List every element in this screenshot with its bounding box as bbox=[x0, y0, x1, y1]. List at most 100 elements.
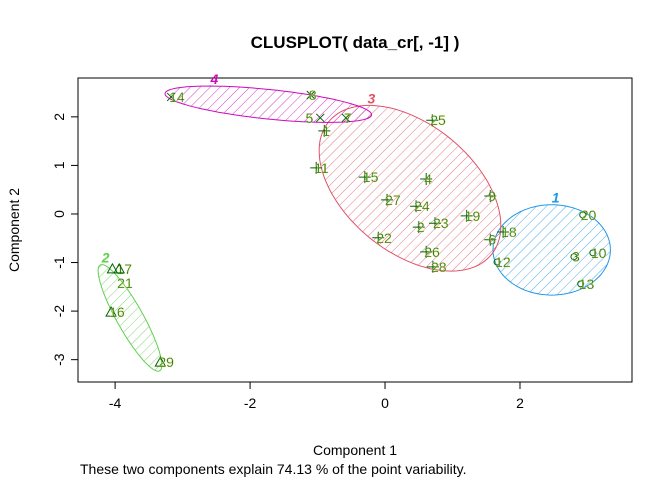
plus-marker bbox=[426, 114, 439, 127]
data-point-22: 22 bbox=[372, 230, 392, 246]
data-point-19: 19 bbox=[460, 208, 481, 224]
cluster-ellipse-2 bbox=[97, 264, 163, 372]
plus-marker bbox=[381, 193, 394, 206]
data-point-6: 6 bbox=[484, 232, 496, 248]
point-label: 7 bbox=[344, 110, 352, 126]
x-tick-label: 0 bbox=[381, 395, 389, 411]
point-label: 10 bbox=[591, 245, 607, 261]
data-point-14: 14 bbox=[166, 89, 185, 105]
data-point-27: 27 bbox=[381, 192, 401, 208]
point-label: 24 bbox=[414, 198, 430, 214]
data-point-12: 12 bbox=[493, 254, 511, 270]
cluster-label-4: 4 bbox=[209, 71, 218, 87]
data-point-16: 16 bbox=[105, 304, 125, 320]
data-point-5: 5 bbox=[305, 110, 325, 126]
y-axis-label: Component 2 bbox=[6, 188, 22, 272]
plus-marker bbox=[412, 221, 425, 234]
data-point-9: 9 bbox=[484, 188, 496, 204]
data-point-8: 8 bbox=[306, 87, 317, 103]
point-label: 8 bbox=[309, 87, 317, 103]
point-label: 25 bbox=[430, 112, 446, 128]
point-label: 20 bbox=[581, 207, 597, 223]
data-point-23: 23 bbox=[428, 215, 449, 231]
data-point-7: 7 bbox=[341, 110, 352, 126]
point-label: 9 bbox=[488, 188, 496, 204]
point-label: 14 bbox=[169, 89, 185, 105]
data-point-25: 25 bbox=[426, 112, 446, 128]
point-label: 3 bbox=[572, 249, 580, 265]
cluster-label-3: 3 bbox=[367, 90, 375, 106]
data-point-17: 17 bbox=[106, 261, 132, 277]
y-tick-label: 2 bbox=[51, 113, 67, 121]
circle-marker bbox=[579, 211, 587, 219]
point-label: 29 bbox=[158, 354, 174, 370]
plus-marker bbox=[420, 245, 433, 258]
circle-marker bbox=[577, 280, 585, 288]
y-tick-label: -3 bbox=[51, 353, 67, 366]
chart-title: CLUSPLOT( data_cr[, -1] ) bbox=[251, 33, 460, 52]
plus-marker bbox=[310, 161, 323, 174]
data-point-28: 28 bbox=[426, 259, 447, 275]
point-label: 16 bbox=[109, 304, 125, 320]
data-point-24: 24 bbox=[410, 198, 430, 214]
x-marker bbox=[341, 113, 351, 123]
plus-marker bbox=[358, 171, 371, 184]
point-label: 1 bbox=[322, 123, 330, 139]
x-tick-label: -4 bbox=[109, 395, 122, 411]
data-point-11: 11 bbox=[310, 160, 329, 176]
data-point-1: 1 bbox=[318, 123, 330, 139]
point-label: 11 bbox=[314, 160, 329, 176]
data-point-13: 13 bbox=[577, 276, 595, 292]
variability-note: These two components explain 74.13 % of … bbox=[80, 461, 467, 477]
x-marker bbox=[315, 113, 325, 123]
plus-marker bbox=[426, 260, 439, 273]
plus-marker bbox=[420, 173, 433, 186]
point-label: 28 bbox=[431, 259, 447, 275]
data-point-21: 21 bbox=[113, 262, 133, 291]
point-label: 12 bbox=[495, 254, 511, 270]
point-label: 4 bbox=[424, 171, 432, 187]
point-label: 21 bbox=[117, 275, 133, 291]
data-point-29: 29 bbox=[154, 354, 174, 370]
cluster-ellipse-4 bbox=[164, 85, 372, 123]
cluster-label-2: 2 bbox=[101, 250, 110, 266]
y-tick-label: -1 bbox=[51, 256, 67, 269]
x-tick-label: -2 bbox=[244, 395, 257, 411]
triangle-marker bbox=[154, 356, 167, 367]
data-point-18: 18 bbox=[497, 224, 517, 240]
point-label: 26 bbox=[424, 244, 440, 260]
y-tick-label: -2 bbox=[51, 305, 67, 318]
y-tick-label: 1 bbox=[51, 161, 67, 169]
x-axis-label: Component 1 bbox=[313, 442, 397, 458]
cluster-label-1: 1 bbox=[552, 190, 560, 206]
x-marker bbox=[166, 92, 176, 102]
circle-marker bbox=[570, 253, 578, 261]
plus-marker bbox=[372, 231, 385, 244]
plus-marker bbox=[410, 200, 423, 213]
data-point-20: 20 bbox=[579, 207, 597, 223]
y-tick-label: 0 bbox=[51, 210, 67, 218]
point-label: 6 bbox=[488, 232, 496, 248]
triangle-marker bbox=[106, 262, 119, 274]
point-label: 13 bbox=[579, 276, 595, 292]
point-label: 5 bbox=[305, 110, 313, 126]
x-marker bbox=[306, 90, 316, 100]
plus-marker bbox=[484, 233, 497, 246]
point-label: 2 bbox=[417, 219, 425, 235]
point-label: 23 bbox=[433, 215, 449, 231]
plus-marker bbox=[318, 124, 331, 137]
plus-marker bbox=[428, 217, 441, 230]
point-label: 15 bbox=[363, 169, 379, 185]
data-point-2: 2 bbox=[412, 219, 425, 235]
point-label: 18 bbox=[501, 224, 517, 240]
data-point-15: 15 bbox=[358, 169, 379, 185]
triangle-marker bbox=[105, 306, 117, 317]
x-tick-label: 2 bbox=[516, 395, 524, 411]
circle-marker bbox=[493, 258, 501, 266]
data-point-10: 10 bbox=[589, 245, 607, 261]
circle-marker bbox=[589, 249, 597, 257]
